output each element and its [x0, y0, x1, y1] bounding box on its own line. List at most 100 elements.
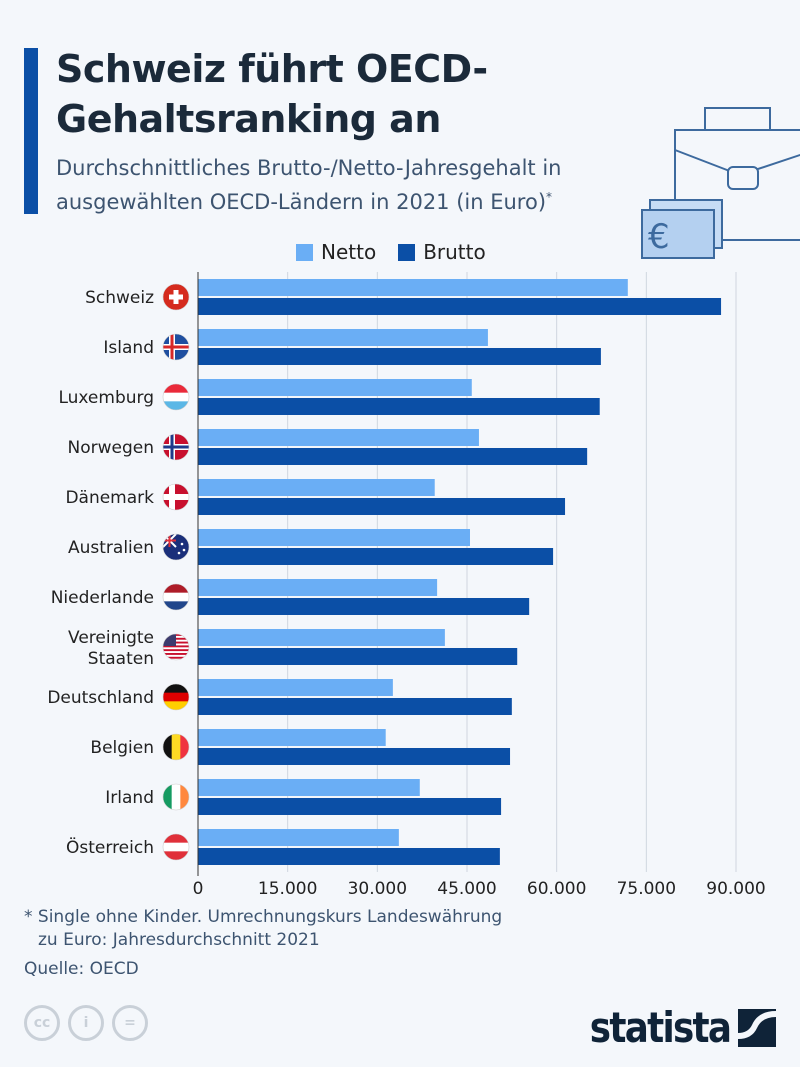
flag-star [177, 551, 181, 555]
bar-netto [198, 629, 445, 646]
flag-stripe [163, 401, 189, 410]
flag-cross [163, 494, 189, 500]
x-tick-label: 0 [193, 879, 204, 899]
bar-brutto [198, 598, 530, 615]
flag-outline [162, 783, 190, 811]
legend-label-brutto: Brutto [423, 240, 486, 264]
bar-brutto [198, 448, 588, 465]
bar-brutto [198, 398, 600, 415]
statista-logo: statista [565, 1003, 776, 1052]
flag-stripe [171, 784, 181, 810]
x-tick-label: 15.000 [258, 879, 317, 899]
flag-stripe [163, 384, 189, 394]
netherlands-flag-icon [163, 584, 189, 610]
flag-stripe [163, 842, 189, 852]
brand-wordmark: statista [589, 1003, 731, 1052]
bar-netto [198, 829, 399, 846]
flag-cross [169, 484, 175, 510]
bar-netto [198, 279, 628, 296]
flag-stripe [163, 734, 173, 760]
title-accent-bar [24, 48, 38, 214]
legend-swatch-brutto [398, 243, 416, 261]
bar-brutto [198, 648, 518, 665]
flag-outline [162, 333, 190, 361]
flag-outline [162, 583, 190, 611]
flag-cross [170, 434, 174, 460]
category-label: Dänemark [65, 488, 154, 508]
flag-stripe [180, 784, 189, 810]
legend-item-netto: Netto [296, 240, 376, 264]
flag-outline [162, 533, 190, 561]
chart-legend: Netto Brutto [296, 240, 508, 264]
source-label: Quelle: OECD [24, 959, 139, 979]
category-label: Australien [68, 538, 154, 558]
flag-stripe [163, 851, 189, 860]
category-label: Schweiz [85, 288, 154, 308]
bar-netto [198, 779, 420, 796]
x-tick-label: 30.000 [348, 879, 407, 899]
chart-subtitle: Durchschnittliches Brutto-/Netto-Jahresg… [56, 154, 656, 217]
svg-text:€: € [648, 217, 670, 257]
flag-stripe [163, 684, 189, 694]
subtitle-text: Durchschnittliches Brutto-/Netto-Jahresg… [56, 156, 562, 214]
category-label: Irland [105, 788, 154, 808]
flag-star [180, 542, 184, 546]
flag-stripe [163, 645, 189, 648]
flag-union [163, 534, 176, 547]
category-label: Deutschland [47, 688, 154, 708]
x-tick-label: 75.000 [617, 879, 676, 899]
flag-stripe [163, 784, 173, 810]
flag-outline [162, 383, 190, 411]
swiss-flag-icon [163, 284, 189, 310]
bar-netto [198, 479, 435, 496]
flag-stripe [180, 734, 189, 760]
flag-stripe [163, 392, 189, 402]
usa-flag-icon [163, 634, 189, 660]
flag-stripe [163, 592, 189, 602]
legend-swatch-netto [296, 243, 313, 261]
luxembourg-flag-icon [163, 384, 189, 410]
flag-outline [162, 433, 190, 461]
footnote: * Single ohne Kinder. Umrechnungskurs La… [24, 906, 502, 952]
footnote-line-2: zu Euro: Jahresdurchschnitt 2021 [38, 930, 320, 950]
flag-stripe [171, 734, 181, 760]
title-line-1: Schweiz führt OECD- [56, 47, 488, 91]
x-tick-label: 90.000 [706, 879, 765, 899]
bar-brutto [198, 298, 722, 315]
flag-stripe [163, 653, 189, 655]
bar-netto [198, 529, 470, 546]
category-label-line: Staaten [88, 649, 154, 669]
bar-brutto [198, 498, 566, 515]
chart-title: Schweiz führt OECD- Gehaltsranking an [56, 44, 488, 144]
flag-cross [170, 334, 174, 360]
bar-brutto [198, 548, 554, 565]
belgium-flag-icon [163, 734, 189, 760]
footnote-line-1: * Single ohne Kinder. Umrechnungskurs La… [24, 907, 503, 927]
attribution-icon: i [68, 1005, 104, 1041]
no-derivatives-icon: = [112, 1005, 148, 1041]
license-icons: cc i = [24, 1005, 148, 1041]
australia-flag-icon [163, 534, 189, 560]
flag-star [182, 548, 186, 552]
bar-netto [198, 379, 472, 396]
flag-outline [162, 683, 190, 711]
flag-cross [163, 345, 189, 349]
flag-stripe [163, 649, 189, 652]
austria-flag-icon [163, 834, 189, 860]
flag-stripe [163, 584, 189, 594]
flag-stripe [163, 701, 189, 710]
bar-chart: 0 15.000 30.000 45.000 60.000 75.000 90.000 Sch… [47, 272, 766, 899]
legend-label-netto: Netto [321, 240, 377, 264]
category-label: Österreich [66, 836, 154, 858]
denmark-flag-icon [163, 484, 189, 510]
bar-netto [198, 679, 393, 696]
subtitle-footnote-mark: * [546, 190, 553, 204]
flag-stripe [163, 692, 189, 702]
ireland-flag-icon [163, 784, 189, 810]
germany-flag-icon [163, 684, 189, 710]
statista-logo-icon [738, 1008, 776, 1047]
flag-outline [162, 483, 190, 511]
cc-icon: cc [24, 1005, 60, 1041]
norway-flag-icon [163, 434, 189, 460]
briefcase-money-illustration: € [641, 107, 800, 259]
